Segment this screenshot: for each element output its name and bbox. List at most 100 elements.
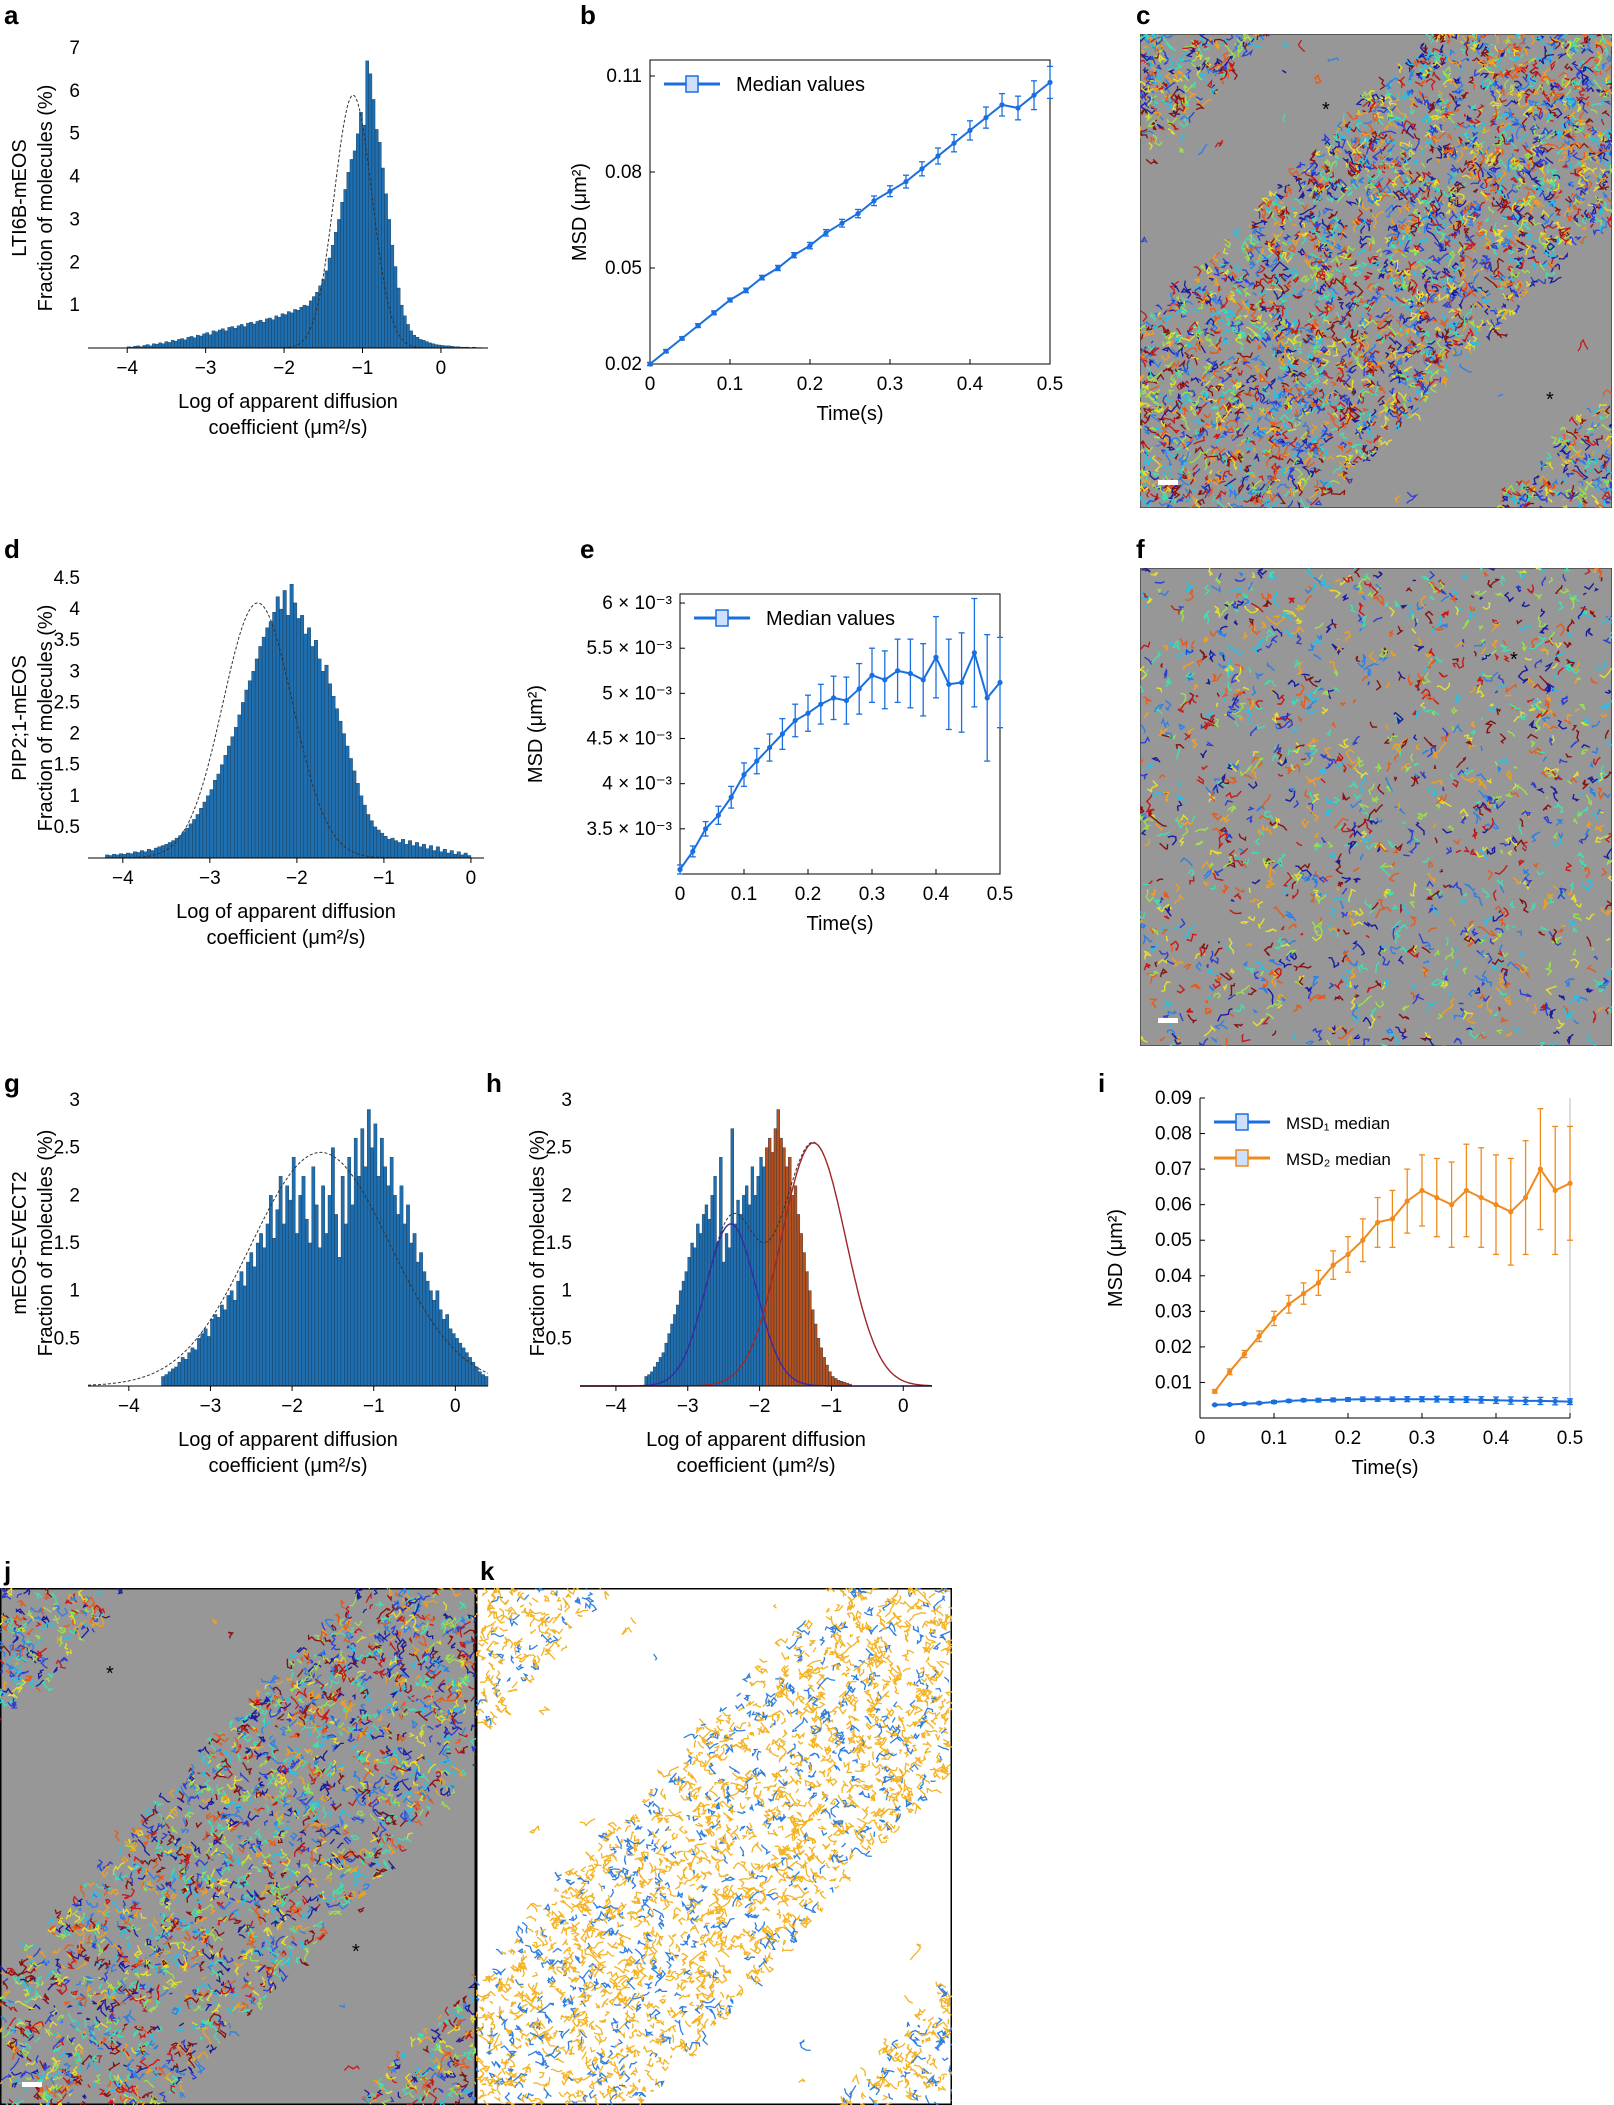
track	[1307, 375, 1321, 386]
track	[1574, 161, 1583, 168]
track	[1294, 981, 1303, 987]
track	[1540, 126, 1553, 136]
track	[1176, 392, 1189, 405]
hist-bar	[307, 627, 312, 859]
track	[1462, 315, 1473, 322]
track	[1346, 111, 1358, 120]
track	[1595, 435, 1603, 441]
track	[1487, 158, 1496, 167]
track	[1213, 38, 1228, 46]
track	[1393, 226, 1401, 242]
hist-bar	[653, 1366, 657, 1387]
track	[1546, 179, 1556, 193]
track	[1415, 821, 1425, 836]
x-axis-label-2: coefficient (μm²/s)	[677, 1455, 836, 1477]
track	[1187, 321, 1198, 333]
hist-bar	[321, 671, 325, 859]
hist-bar	[254, 658, 259, 859]
track	[1286, 500, 1294, 508]
track	[1327, 485, 1334, 492]
hist-bar	[340, 1176, 345, 1387]
hist-bar	[161, 343, 166, 349]
track	[1512, 877, 1523, 885]
track	[1415, 744, 1421, 751]
track	[1471, 246, 1477, 253]
track	[1198, 402, 1208, 414]
track	[1232, 264, 1243, 272]
track	[1377, 320, 1391, 330]
track	[1499, 277, 1510, 288]
track	[1232, 285, 1243, 296]
track	[1544, 56, 1554, 66]
track	[1145, 792, 1154, 812]
track	[1355, 217, 1366, 230]
track	[1570, 495, 1583, 505]
track	[1196, 69, 1202, 76]
track	[1338, 461, 1356, 469]
hist-bar	[825, 1364, 829, 1387]
track	[1529, 110, 1539, 113]
track	[1523, 483, 1527, 489]
track	[1371, 148, 1384, 161]
track	[1180, 424, 1187, 430]
hist-bar	[442, 1319, 446, 1387]
track	[1509, 257, 1524, 263]
track	[1586, 34, 1596, 40]
track	[1517, 290, 1528, 301]
track	[1361, 420, 1371, 431]
track	[1504, 111, 1515, 120]
track	[1486, 62, 1492, 70]
track	[1495, 315, 1503, 326]
track	[1434, 326, 1442, 332]
track	[1218, 373, 1233, 384]
track	[1269, 820, 1288, 831]
track	[1246, 437, 1252, 444]
track	[1355, 428, 1363, 440]
track	[1253, 246, 1269, 261]
track	[1575, 433, 1582, 438]
track	[1209, 86, 1216, 96]
track	[1492, 282, 1502, 289]
track	[1229, 296, 1236, 303]
track	[1308, 435, 1323, 452]
track	[1498, 308, 1511, 314]
track	[1180, 296, 1188, 301]
track	[1526, 485, 1536, 498]
hist-bar	[279, 608, 284, 859]
track	[1576, 851, 1585, 859]
track	[1288, 428, 1297, 432]
track	[1513, 281, 1520, 289]
track	[1565, 40, 1572, 58]
x-tick-label: −4	[116, 358, 138, 379]
track	[1368, 783, 1375, 796]
track	[1604, 434, 1612, 448]
track	[1160, 417, 1175, 425]
track	[1313, 230, 1322, 240]
x-axis-label: Log of apparent diffusion	[176, 901, 396, 923]
track	[1455, 229, 1460, 235]
hist-bar	[742, 1195, 746, 1387]
track	[1478, 153, 1486, 165]
track	[1574, 126, 1584, 133]
track	[1403, 265, 1412, 276]
track	[1265, 642, 1273, 649]
hist-bar	[246, 322, 250, 349]
track	[1222, 368, 1228, 374]
track	[1312, 190, 1321, 199]
track	[1580, 151, 1589, 166]
track	[1571, 60, 1578, 67]
track	[1410, 221, 1421, 228]
track	[1334, 161, 1338, 168]
track	[1393, 370, 1398, 376]
track	[1231, 428, 1242, 441]
track	[1141, 469, 1150, 477]
track	[1497, 200, 1511, 212]
track	[1370, 420, 1377, 427]
track	[1171, 348, 1180, 358]
track	[1180, 135, 1185, 143]
track	[1571, 116, 1579, 121]
track	[1177, 345, 1184, 359]
track	[1532, 111, 1543, 121]
track	[1264, 477, 1271, 487]
track	[1265, 427, 1276, 435]
